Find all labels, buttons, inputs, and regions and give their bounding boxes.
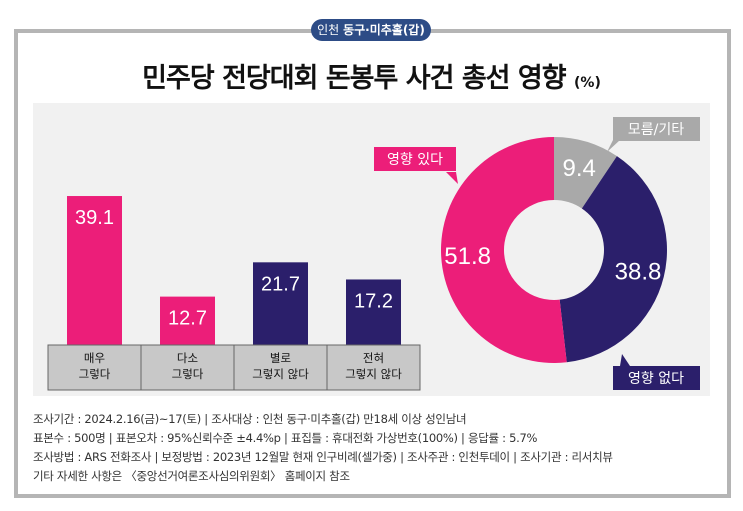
slice-value-label: 51.8	[444, 243, 491, 270]
region-badge: 인천 동구·미추홀(갑)	[311, 19, 431, 41]
category-label: 그렇지 않다	[345, 367, 402, 381]
bar-value-label: 12.7	[168, 308, 207, 330]
category-label: 그렇다	[79, 367, 111, 381]
callout-pointer	[607, 140, 620, 152]
category-label: 전혀	[363, 351, 384, 365]
bar	[160, 296, 215, 345]
category-label: 그렇다	[172, 367, 204, 381]
bar-value-label: 17.2	[354, 290, 393, 312]
badge-prefix: 인천	[317, 23, 340, 37]
bar-value-label: 39.1	[75, 207, 114, 229]
badge-region: 동구·미추홀(갑)	[343, 23, 425, 37]
callout-tag	[613, 117, 700, 141]
category-label: 다소	[177, 351, 198, 365]
callout-pointer	[446, 172, 458, 184]
page-title: 민주당 전당대회 돈봉투 사건 총선 영향 (%)	[0, 56, 743, 95]
slice-category-label: 영향 있다	[387, 152, 443, 168]
slice-value-label: 38.8	[615, 258, 662, 285]
slice-value-label: 9.4	[562, 155, 595, 182]
callout-tag	[374, 147, 456, 171]
donut-slice	[559, 156, 667, 363]
footer-line: 조사방법 : ARS 전화조사 | 보정방법 : 2023년 12월말 현재 인…	[33, 450, 613, 464]
donut-slice	[440, 137, 567, 363]
title-unit: (%)	[574, 75, 601, 91]
slice-category-label: 영향 없다	[628, 371, 684, 387]
bar	[67, 196, 122, 345]
footer-notes: 조사기간 : 2024.2.16(금)~17(토) | 조사대상 : 인천 동구…	[33, 410, 613, 486]
bar	[253, 262, 308, 345]
footer-line: 기타 자세한 사항은 〈중앙선거여론조사심의위원회〉 홈페이지 참조	[33, 469, 350, 483]
callout-pointer	[620, 354, 630, 366]
donut-slice	[554, 137, 617, 209]
callout-tag	[613, 366, 700, 390]
bar-value-label: 21.7	[261, 273, 300, 295]
category-label: 그렇지 않다	[252, 367, 309, 381]
title-text: 민주당 전당대회 돈봉투 사건 총선 영향	[142, 63, 566, 94]
bar	[346, 279, 401, 345]
category-label: 별로	[270, 351, 291, 365]
category-cell	[326, 344, 421, 391]
category-label: 매우	[84, 351, 105, 365]
footer-line: 조사기간 : 2024.2.16(금)~17(토) | 조사대상 : 인천 동구…	[33, 412, 467, 426]
slice-category-label: 모름/기타	[628, 122, 684, 138]
footer-line: 표본수 : 500명 | 표본오차 : 95%신뢰수준 ±4.4%p | 표집틀…	[33, 431, 538, 445]
